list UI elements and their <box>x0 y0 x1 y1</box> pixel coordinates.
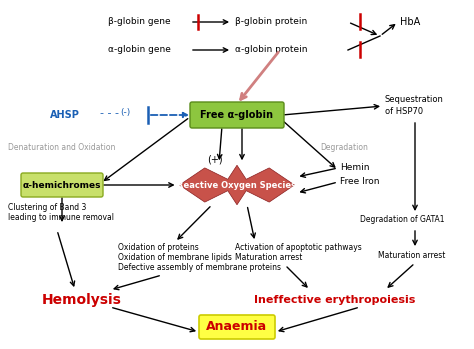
Text: Oxidation of membrane lipids: Oxidation of membrane lipids <box>118 253 232 262</box>
Text: β-globin protein: β-globin protein <box>235 17 307 27</box>
Text: HbA: HbA <box>400 17 420 27</box>
FancyBboxPatch shape <box>21 173 103 197</box>
Text: (+): (+) <box>207 155 223 165</box>
Text: AHSP: AHSP <box>50 110 80 120</box>
Text: α-hemichromes: α-hemichromes <box>23 180 101 190</box>
Text: Hemin: Hemin <box>340 163 370 172</box>
Text: β-globin gene: β-globin gene <box>108 17 171 27</box>
Text: Oxidation of proteins: Oxidation of proteins <box>118 244 199 252</box>
FancyBboxPatch shape <box>199 315 275 339</box>
Text: Sequestration: Sequestration <box>385 96 444 104</box>
Text: Reactive Oxygen Species: Reactive Oxygen Species <box>177 180 297 190</box>
Text: Clustering of Band 3: Clustering of Band 3 <box>8 202 86 211</box>
Text: Degradation: Degradation <box>320 142 368 151</box>
Text: Free α-globin: Free α-globin <box>201 110 273 120</box>
Text: Anaemia: Anaemia <box>207 320 267 334</box>
Text: Activation of apoptotic pathways: Activation of apoptotic pathways <box>235 244 362 252</box>
Text: α-globin protein: α-globin protein <box>235 45 308 54</box>
Text: Free Iron: Free Iron <box>340 178 380 186</box>
Text: Denaturation and Oxidation: Denaturation and Oxidation <box>9 142 116 151</box>
Text: Hemolysis: Hemolysis <box>42 293 122 307</box>
Text: Degradation of GATA1: Degradation of GATA1 <box>360 215 445 224</box>
Text: Maturation arrest: Maturation arrest <box>235 253 302 262</box>
Text: Defective assembly of membrane proteins: Defective assembly of membrane proteins <box>118 263 281 273</box>
Text: Maturation arrest: Maturation arrest <box>378 251 446 260</box>
Polygon shape <box>180 165 294 205</box>
Text: (-): (-) <box>120 109 130 118</box>
FancyBboxPatch shape <box>190 102 284 128</box>
Text: leading to immune removal: leading to immune removal <box>8 213 114 222</box>
Text: Ineffective erythropoiesis: Ineffective erythropoiesis <box>255 295 416 305</box>
Text: α-globin gene: α-globin gene <box>108 45 171 54</box>
Text: - - -: - - - <box>100 108 119 118</box>
Text: of HSP70: of HSP70 <box>385 107 423 117</box>
